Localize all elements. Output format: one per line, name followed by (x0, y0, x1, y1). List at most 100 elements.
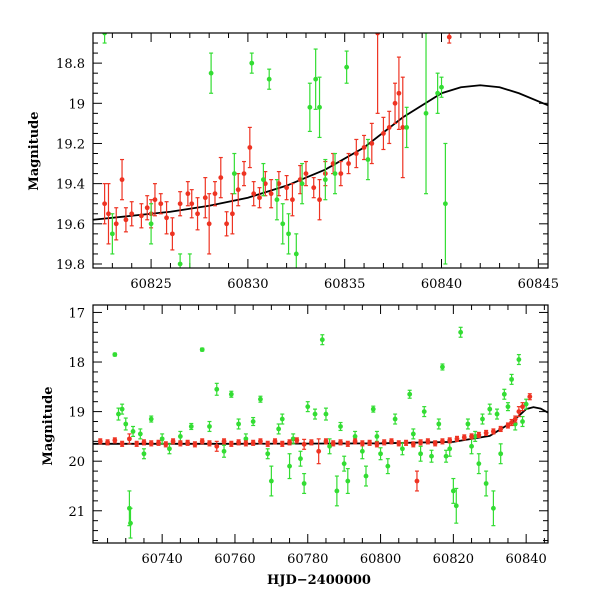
bottom-green-data-point (472, 430, 478, 442)
top-green-data-point (280, 203, 286, 245)
bottom-red-data-point (323, 438, 329, 445)
top-red-data-point (396, 56, 402, 131)
top-red-data-point (235, 172, 241, 207)
top-panel: Magnitude 60825 60830 60835 60840 60845 18.8 1… (27, 32, 559, 292)
top-red-data-point (338, 160, 344, 187)
bottom-red-data-point (105, 439, 110, 446)
bottom-green-data-point (128, 507, 133, 539)
top-green-data-point (274, 179, 280, 221)
bottom-red-data-point (221, 438, 227, 445)
top-green-data-point (313, 48, 319, 110)
bottom-x-tick-label: 60840 (505, 552, 546, 567)
bottom-green-data-point (516, 353, 522, 366)
top-red-data-point (158, 193, 164, 215)
top-red-data-point (218, 156, 224, 199)
bottom-red-data-point (403, 439, 409, 446)
bottom-green-data-point (447, 440, 453, 457)
bottom-green-data-point (199, 347, 205, 353)
bottom-green-data-point (123, 417, 129, 431)
top-green-data-point (187, 253, 192, 268)
bottom-green-data-point (341, 455, 347, 472)
bottom-red-data-point (119, 440, 125, 447)
bottom-red-data-point (330, 440, 336, 447)
top-red-data-point (369, 122, 375, 165)
top-green-data-point (260, 162, 266, 197)
top-x-tick-label: 60830 (227, 277, 268, 292)
top-red-data-point (400, 76, 406, 179)
bottom-x-tick-label: 60820 (433, 552, 474, 567)
bottom-green-data-point (334, 475, 340, 507)
bottom-red-data-point (491, 428, 496, 435)
bottom-green-data-point (410, 428, 416, 440)
bottom-green-data-point (501, 388, 507, 400)
bottom-green-data-point (305, 401, 311, 413)
bottom-green-data-point (374, 430, 380, 442)
bottom-red-data-point (509, 418, 514, 427)
bottom-red-data-point (425, 438, 431, 445)
bottom-red-data-point (447, 437, 453, 444)
bottom-red-data-point (141, 439, 147, 446)
bottom-green-data-point (301, 472, 307, 495)
bottom-red-data-point (316, 438, 322, 465)
bottom-red-data-point (287, 439, 292, 446)
bottom-green-data-point (363, 465, 369, 487)
bottom-red-data-point (352, 438, 358, 445)
x-axis-label: HJD−2400000 (267, 573, 371, 588)
bottom-green-data-point (520, 415, 525, 428)
bottom-red-data-point (177, 440, 183, 447)
top-red-data-point (152, 183, 158, 217)
top-red-data-point (129, 201, 135, 227)
bottom-green-data-point (465, 418, 471, 430)
bottom-red-data-point (134, 440, 140, 447)
top-green-data-point (442, 142, 448, 265)
top-plot-frame (92, 32, 549, 269)
bottom-red-data-point (148, 440, 154, 447)
top-y-tick-label: 18.8 (56, 57, 85, 72)
bottom-red-data-point (520, 402, 525, 412)
bottom-red-data-point (243, 440, 249, 447)
top-y-tick-label: 19.2 (56, 137, 85, 152)
bottom-red-data-point (279, 440, 285, 447)
top-red-data-point (381, 116, 386, 151)
bottom-green-data-point (436, 418, 442, 430)
bottom-green-data-point (370, 405, 376, 413)
bottom-red-data-point (374, 441, 380, 448)
top-green-data-point (293, 233, 299, 268)
bottom-red-data-point (163, 441, 169, 448)
bottom-green-data-point (265, 448, 271, 460)
bottom-red-data-point (272, 438, 278, 445)
top-x-tick-label: 60840 (421, 277, 462, 292)
bottom-green-data-point (250, 416, 256, 427)
bottom-green-data-point (141, 448, 147, 460)
bottom-red-data-point (469, 433, 474, 440)
top-red-data-point (317, 179, 322, 221)
top-red-data-point (375, 33, 381, 114)
top-red-data-point (297, 164, 303, 195)
top-x-tick-label: 60825 (130, 277, 171, 292)
top-red-data-point (164, 201, 169, 235)
bottom-y-axis-label: Magnitude (41, 386, 56, 465)
bottom-red-data-point (214, 440, 220, 452)
top-red-data-point (224, 211, 229, 237)
bottom-red-data-point (476, 431, 482, 438)
top-red-data-point (386, 110, 392, 145)
top-green-data-point (365, 138, 371, 181)
bottom-green-data-point (421, 406, 427, 418)
bottom-green-data-point (494, 408, 500, 420)
bottom-green-data-point (112, 352, 118, 357)
top-red-data-point (290, 183, 295, 217)
top-red-data-point (392, 82, 398, 124)
bottom-green-data-point (392, 413, 398, 425)
top-red-data-point (212, 181, 218, 207)
bottom-green-data-point (268, 465, 274, 497)
bottom-y-tick-label: 17 (68, 306, 85, 321)
bottom-red-data-point (498, 425, 504, 433)
bottom-red-data-point (345, 440, 351, 447)
bottom-green-data-point (221, 444, 227, 458)
bottom-red-data-point (432, 440, 438, 447)
top-plot-area (93, 33, 548, 268)
top-green-data-point (332, 152, 338, 195)
top-green-data-point (177, 253, 183, 268)
top-red-data-point (189, 189, 195, 219)
